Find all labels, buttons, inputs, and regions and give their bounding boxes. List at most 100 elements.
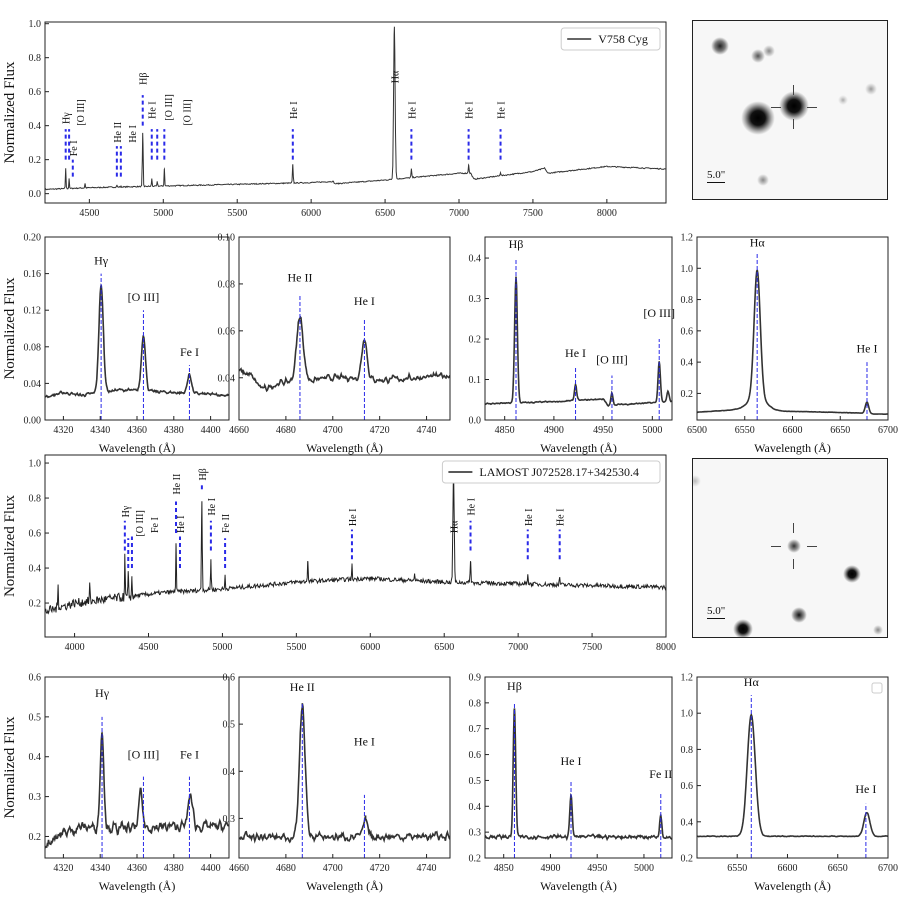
y-tick-label: 0.6 [681,326,694,337]
spectrum-line [697,712,888,838]
y-tick-label: 1.0 [29,19,42,30]
x-tick-label: 7500 [523,208,543,219]
line-label: He II [113,122,124,143]
x-tick-label: 5000 [212,642,232,653]
legend-empty [871,682,883,694]
scale-label: 5.0" [707,169,726,181]
x-tick-label: 4320 [53,863,73,874]
line-label: [O III] [596,352,628,366]
y-tick-label: 0.5 [29,712,42,723]
y-tick-label: 0.0 [29,189,42,200]
line-label: Hγ [62,112,73,124]
x-tick-label: 4950 [587,863,607,874]
y-tick-label: 0.8 [681,295,694,306]
line-label: He II [290,680,315,694]
x-tick-label: 6650 [830,425,850,436]
x-tick-label: 6700 [878,863,898,874]
line-label: Hγ [95,686,110,700]
y-tick-label: 0.8 [469,698,482,709]
x-tick-label: 4700 [323,425,343,436]
line-label: Fe II [649,767,672,781]
line-label: Hβ [507,679,522,693]
line-label: Hγ [94,253,109,267]
panel-lamost-hbeta: Hβ He I Fe II 4850 4900 4950 5000 0.2 0.3 0.4 0.5 0… [469,673,673,893]
line-label: He I [497,101,508,119]
y-tick-label: 0.12 [24,306,42,317]
y-tick-label: 0.10 [218,233,236,244]
y-axis-label: Normalized Flux [2,277,18,380]
x-tick-label: 6500 [687,425,707,436]
y-tick-label: 0.2 [681,854,694,865]
x-axis-label: Wavelength (Å) [306,879,383,893]
legend [441,460,661,484]
line-label: He I [176,516,187,534]
y-tick-label: 0.00 [24,416,42,427]
crosshair [793,523,794,533]
line-label: He I [128,125,139,143]
y-tick-label: 0.8 [29,53,42,64]
line-label: [O III] [76,99,87,125]
scale-label: 5.0" [707,605,726,617]
x-tick-label: 6600 [783,425,803,436]
x-tick-label: 4380 [164,863,184,874]
x-axis-label: Wavelength (Å) [754,879,831,893]
star [693,475,701,487]
scale-bar [707,182,725,183]
spectrum-line [697,269,888,416]
y-tick-label: 0.6 [469,750,482,761]
axes-frame [238,236,451,421]
x-tick-label: 4000 [65,642,85,653]
star [838,95,848,105]
spectrum-line [239,703,450,844]
x-tick-label: 6550 [735,425,755,436]
y-tick-label: 0.4 [29,752,42,763]
star [711,37,729,55]
x-tick-label: 4400 [201,863,221,874]
x-tick-label: 4900 [540,863,560,874]
line-label: Hβ [509,237,524,251]
x-tick-label: 6600 [777,863,797,874]
y-tick-label: 0.6 [29,87,42,98]
x-tick-label: 4740 [417,863,437,874]
x-tick-label: 4720 [370,863,390,874]
target-star [779,91,809,121]
panel-v758-hbeta: Hβ He I [O III] [O III] 4850 4900 4950 5000 0.0 0… [469,236,675,455]
line-label: Fe I [69,140,80,156]
y-tick-label: 0.08 [218,279,236,290]
crosshair [807,107,817,108]
panel-v758-hgamma: Hγ [O III] Fe I 4320 4340 4360 4380 4400 0.00 0.0… [2,233,230,455]
panel-v758-halpha: Hα He I 6500 6550 6600 6650 6700 0.2 0.4 0.6 0.8 1.… [681,233,899,456]
y-tick-label: 0.4 [29,121,42,132]
y-tick-label: 0.2 [29,599,42,610]
line-label: Fe II [221,514,232,533]
star [757,174,769,186]
axes-frame [696,236,889,421]
line-label: He II [172,474,183,495]
y-tick-label: 0.9 [469,673,482,684]
axes-frame [484,236,673,421]
y-tick-label: 0.8 [681,745,694,756]
y-tick-label: 0.3 [29,792,42,803]
x-axis-label: Wavelength (Å) [306,441,383,455]
x-tick-label: 4950 [593,425,613,436]
line-label: He I [348,509,359,527]
star [733,619,753,637]
line-label: [O III] [164,94,175,120]
axes-frame [484,676,673,859]
crosshair [771,107,781,108]
x-tick-label: 5000 [153,208,173,219]
line-label: He I [856,342,877,356]
x-tick-label: 4900 [544,425,564,436]
line-label: He I [465,101,476,119]
y-tick-label: 0.2 [29,155,42,166]
x-tick-label: 4660 [229,425,249,436]
x-tick-label: 4380 [164,425,184,436]
y-axis-label: Normalized Flux [2,61,18,164]
axes-frame [696,676,889,859]
line-label: He I [556,509,567,527]
x-tick-label: 4700 [323,863,343,874]
star [741,101,775,135]
line-label: [O III] [182,99,193,125]
